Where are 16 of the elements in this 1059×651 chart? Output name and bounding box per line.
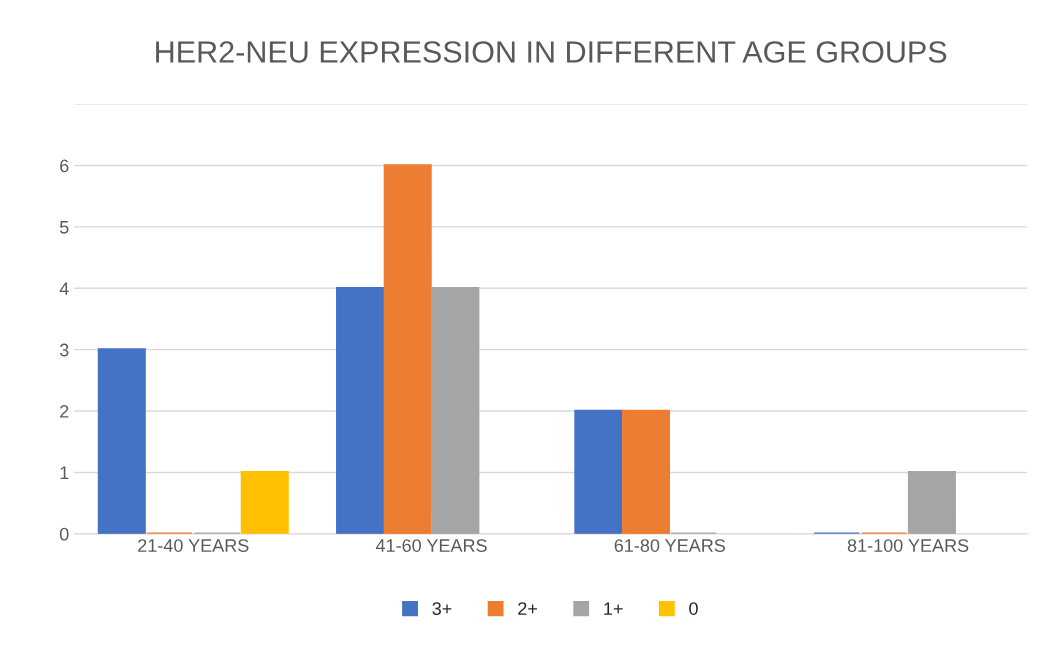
y-tick-label: 6: [60, 159, 69, 173]
y-tick-label: 5: [59, 221, 69, 234]
y-tick-label: 3: [59, 343, 69, 357]
y-tick-label: 2: [60, 404, 69, 418]
legend-label: 0: [689, 602, 698, 615]
legend-label: 3+: [432, 602, 452, 615]
legend-label: 1+: [604, 602, 623, 615]
x-tick-label: 81-100 YEARS: [847, 539, 969, 552]
x-tick-label: 21-40 YEARS: [138, 539, 249, 552]
legend-label: 2+: [518, 602, 538, 615]
y-tick-label: 1: [60, 466, 69, 479]
chart-title: HER2-NEU EXPRESSION IN DIFFERENT AGE GROUPS: [156, 41, 947, 63]
x-tick-label: 61-80 YEARS: [614, 539, 726, 552]
y-tick-label: 0: [59, 527, 69, 541]
y-tick-label: 4: [59, 282, 69, 295]
x-tick-label: 41-60 YEARS: [375, 539, 487, 552]
